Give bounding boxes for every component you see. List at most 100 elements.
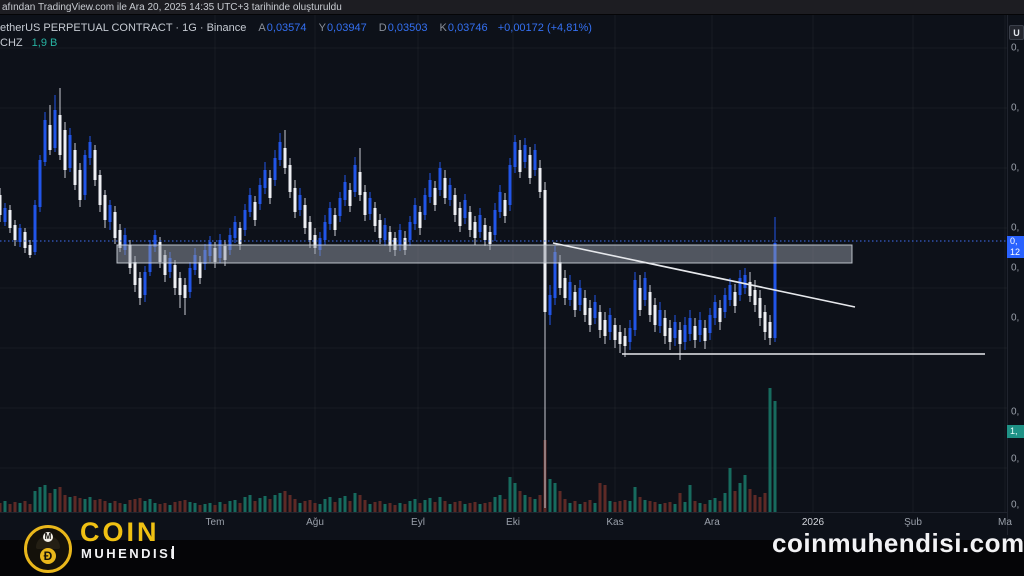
volume-bar [63,495,67,513]
candle-body [738,278,742,295]
volume-bar [13,502,17,513]
volume-bar [393,505,397,513]
volume-bar [688,485,692,513]
volume-bar [303,501,307,513]
candle-body [383,225,387,240]
price-axis-separator [1007,15,1008,535]
volume-bar [583,502,587,513]
price-axis-label: 0, [1011,102,1020,114]
candle-body [733,292,737,306]
candle-body [408,222,412,240]
candle-body [153,235,157,247]
volume-bar [768,388,772,513]
volume-bar [18,503,22,513]
descending-trendline [552,242,856,308]
volume-bar [143,501,147,513]
candle-body [698,320,702,335]
candle-body [513,142,517,167]
candle-body [613,325,617,340]
volume-bar [658,504,662,513]
volume-bar [718,501,722,513]
candle-body [548,295,552,315]
volume-bar [533,499,537,513]
volume-bar [698,503,702,513]
volume-bar [88,497,92,513]
volume-bar [488,502,492,513]
logo-text-muhendisi: MUHENDISI [81,546,177,561]
price-axis-label: 0, [1011,453,1020,465]
volume-bar [93,500,97,513]
currency-toggle-button[interactable]: U [1009,25,1024,40]
candle-body [508,165,512,205]
volume-bar [0,503,2,513]
candle-body [13,225,17,240]
attribution-bar: afından TradingView.com ile Ara 20, 2025… [0,0,1024,15]
volume-bar [118,503,122,513]
price-axis-label: 0, [1011,42,1020,54]
candle-body [433,188,437,205]
candle-body [338,198,342,216]
candle-body [728,285,732,300]
volume-bar [283,491,287,513]
time-axis-label: Ara [704,517,720,528]
candle-body [78,170,82,200]
volume-bar [68,497,72,513]
volume-bar [78,498,82,513]
volume-bar [553,483,557,513]
candle-body [483,225,487,240]
volume-bar [623,500,627,513]
volume-bar [233,500,237,513]
candle-body [393,238,397,250]
volume-bar [248,495,252,513]
candle-body [528,155,532,178]
volume-bar [153,503,157,513]
volume-bar [408,501,412,513]
candle-body [243,210,247,230]
volume-bar [278,493,282,513]
candle-body [188,268,192,292]
candle-body [198,262,202,278]
volume-bar [598,483,602,513]
volume-bar [508,477,512,513]
volume-bar [708,500,712,513]
volume-bar [98,499,102,513]
volume-bar [258,498,262,513]
candle-body [438,168,442,190]
volume-bar [413,499,417,513]
symbol-legend[interactable]: etherUS PERPETUAL CONTRACT · 1G · Binanc… [0,22,592,34]
volume-bar [263,496,267,513]
candle-body [38,160,42,207]
candle-body [183,285,187,298]
candle-body [328,208,332,224]
volume-bar [273,495,277,513]
volume-bar [643,500,647,513]
candle-body [143,272,147,295]
time-axis-label: Eki [506,517,520,528]
volume-bar [693,501,697,513]
volume-bar [433,502,437,513]
candle-body [763,312,767,332]
candle-body [333,215,337,230]
volume-bar [108,503,112,513]
volume-bar [343,496,347,513]
volume-axis-badge: 1, [1007,425,1024,438]
volume-bar [58,487,62,513]
volume-bar [183,500,187,513]
volume-bar [578,504,582,513]
volume-bar [443,501,447,513]
volume-bar [648,501,652,513]
volume-bar [253,501,257,513]
volume-bar [483,503,487,513]
logo-m-icon: M [43,532,53,542]
candle-body [708,315,712,333]
volume-bar [193,503,197,513]
candle-body [718,308,722,322]
volume-bar [588,500,592,513]
volume-legend[interactable]: CHZ 1,9 B [0,37,57,49]
price-axis-label: 0, [1011,222,1020,234]
symbol-title[interactable]: etherUS PERPETUAL CONTRACT · 1G · Binanc… [0,22,247,34]
candle-body [343,182,347,200]
volume-bar [33,491,37,513]
